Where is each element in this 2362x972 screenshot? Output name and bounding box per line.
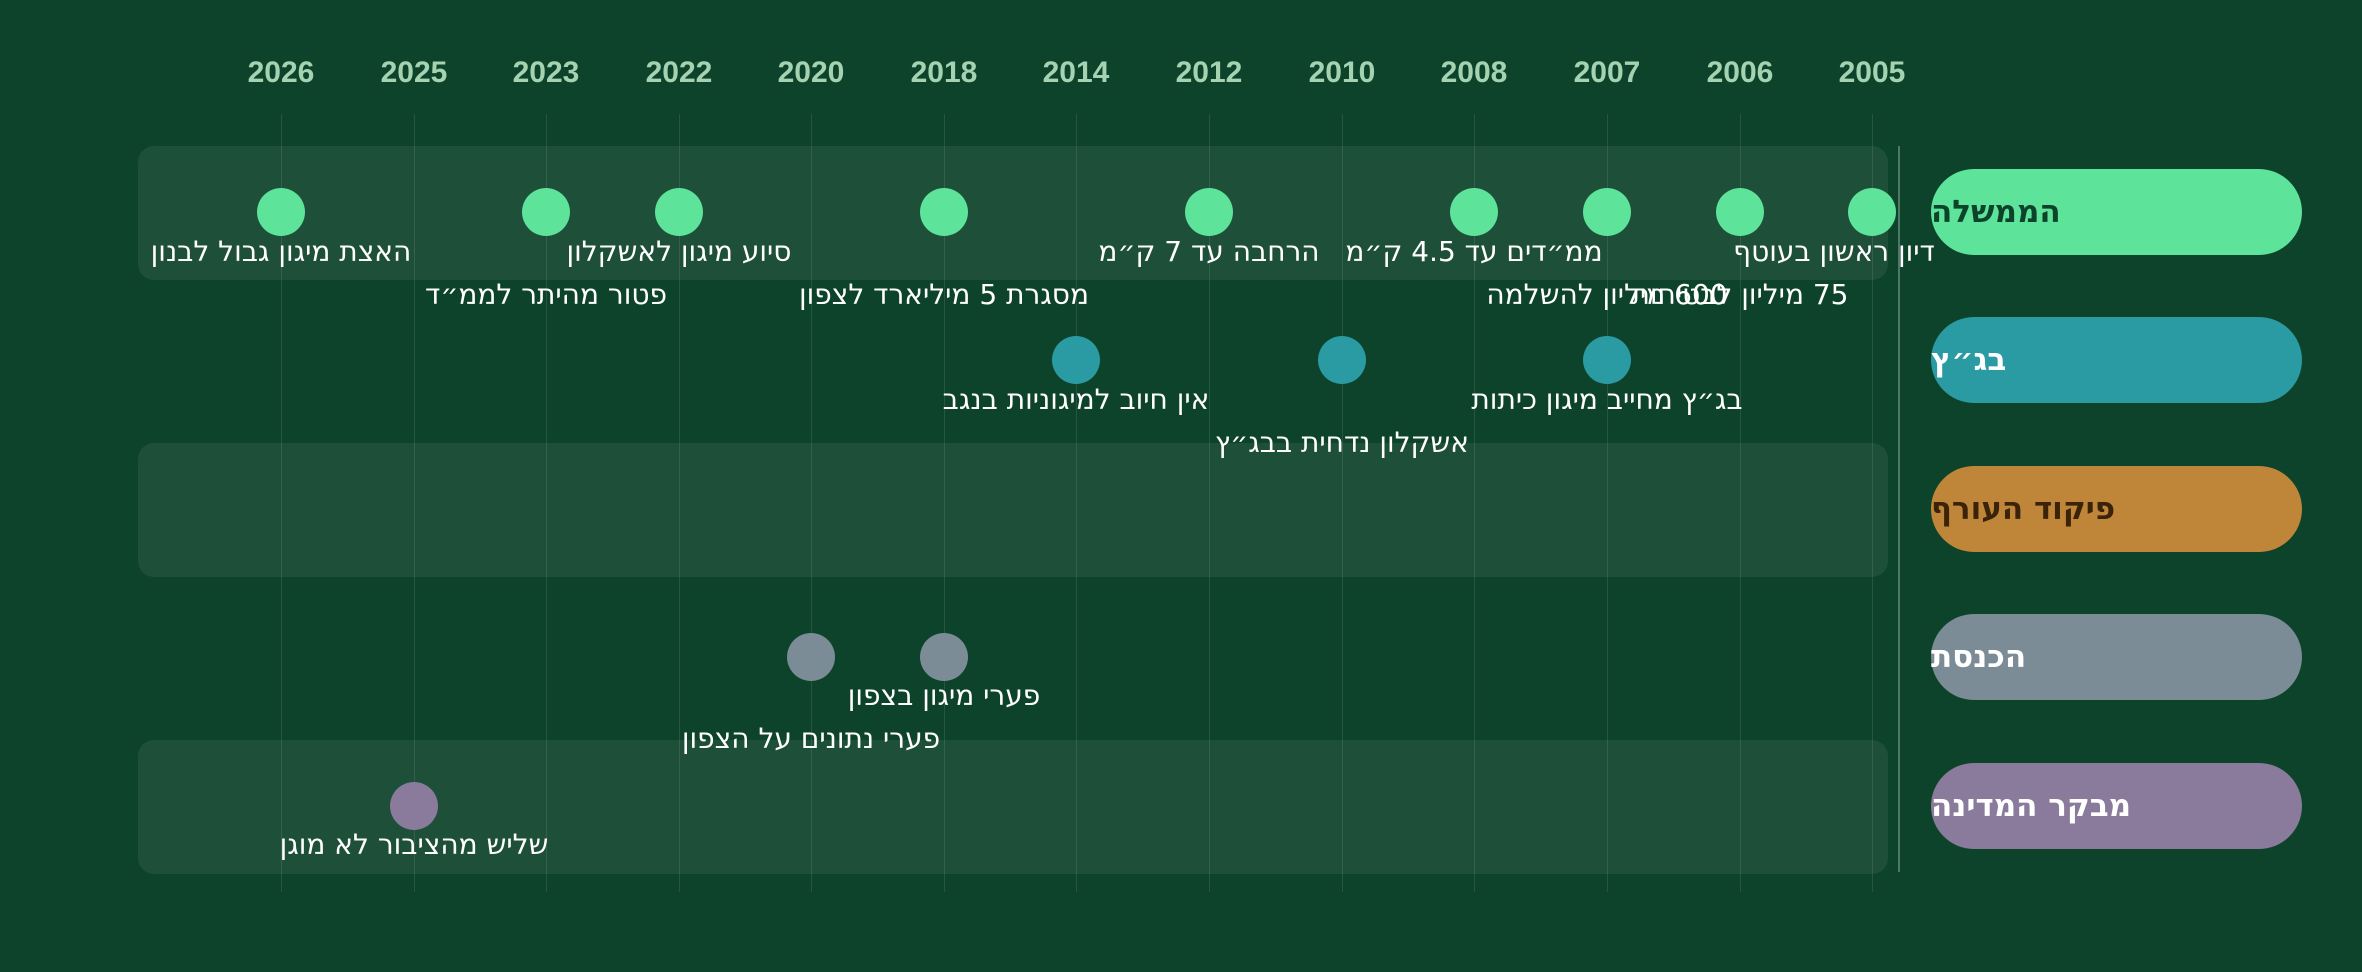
year-gridline	[1872, 114, 1873, 892]
event-label: דיון ראשון בעוטף	[1733, 235, 1935, 268]
lane-band	[138, 443, 1888, 577]
year-label: 2023	[512, 56, 580, 89]
event-dot[interactable]	[390, 782, 438, 830]
year-label: 2007	[1573, 56, 1641, 89]
year-label: 2022	[645, 56, 713, 89]
year-gridline	[546, 114, 547, 892]
year-gridline	[944, 114, 945, 892]
lane-pill-government: הממשלה	[1931, 169, 2302, 255]
year-label: 2014	[1042, 56, 1110, 89]
event-dot[interactable]	[522, 188, 570, 236]
lane-pill-supreme-court: בג״ץ	[1931, 317, 2302, 403]
event-dot[interactable]	[920, 633, 968, 681]
event-label: אין חיוב למיגוניות בנגב	[942, 383, 1210, 416]
event-dot[interactable]	[1052, 336, 1100, 384]
year-gridline	[414, 114, 415, 892]
event-label: 600 מיליון להשלמה	[1486, 278, 1728, 311]
lane-pill-home-front-command: פיקוד העורף	[1931, 466, 2302, 552]
year-gridline	[281, 114, 282, 892]
year-gridline	[1607, 114, 1608, 892]
year-gridline	[1342, 114, 1343, 892]
year-gridline	[679, 114, 680, 892]
event-dot[interactable]	[1716, 188, 1764, 236]
year-label: 2012	[1175, 56, 1243, 89]
event-label: האצת מיגון גבול לבנון	[150, 235, 412, 268]
event-dot[interactable]	[1848, 188, 1896, 236]
event-dot[interactable]	[1318, 336, 1366, 384]
year-gridline	[1740, 114, 1741, 892]
lane-label: הממשלה	[1931, 194, 2061, 230]
event-dot[interactable]	[1583, 336, 1631, 384]
event-dot[interactable]	[1583, 188, 1631, 236]
lane-pill-knesset: הכנסת	[1931, 614, 2302, 700]
year-label: 2005	[1838, 56, 1906, 89]
year-label: 2026	[247, 56, 315, 89]
event-dot[interactable]	[257, 188, 305, 236]
event-label: שליש מהציבור לא מוגן	[279, 828, 549, 861]
lane-label: פיקוד העורף	[1931, 491, 2116, 527]
event-label: 75 מיליון לבטיחות	[1631, 278, 1849, 311]
event-label: פטור מהיתר לממ״ד	[425, 278, 667, 311]
lane-pill-state-comptroller: מבקר המדינה	[1931, 763, 2302, 849]
event-dot[interactable]	[920, 188, 968, 236]
lane-label: מבקר המדינה	[1931, 788, 2132, 824]
lane-divider	[1898, 146, 1900, 872]
year-label: 2018	[910, 56, 978, 89]
year-label: 2010	[1308, 56, 1376, 89]
event-label: סיוע מיגון לאשקלון	[566, 235, 792, 268]
event-label: מסגרת 5 מיליארד לצפון	[798, 278, 1090, 311]
year-label: 2006	[1706, 56, 1774, 89]
event-label: הרחבה עד 7 ק״מ	[1098, 235, 1320, 268]
year-gridline	[811, 114, 812, 892]
year-gridline	[1209, 114, 1210, 892]
event-label: בג״ץ מחייב מיגון כיתות	[1471, 383, 1743, 416]
year-label: 2025	[380, 56, 448, 89]
year-gridline	[1474, 114, 1475, 892]
event-dot[interactable]	[655, 188, 703, 236]
year-gridline	[1076, 114, 1077, 892]
event-dot[interactable]	[1185, 188, 1233, 236]
event-label: פערי נתונים על הצפון	[681, 722, 941, 755]
year-label: 2020	[777, 56, 845, 89]
year-label: 2008	[1440, 56, 1508, 89]
event-label: ממ״דים עד 4.5 ק״מ	[1345, 235, 1603, 268]
event-dot[interactable]	[787, 633, 835, 681]
lane-label: בג״ץ	[1931, 342, 2007, 378]
event-label: אשקלון נדחית בבג״ץ	[1215, 426, 1469, 459]
lane-label: הכנסת	[1931, 639, 2027, 675]
event-dot[interactable]	[1450, 188, 1498, 236]
event-label: פערי מיגון בצפון	[847, 679, 1041, 712]
